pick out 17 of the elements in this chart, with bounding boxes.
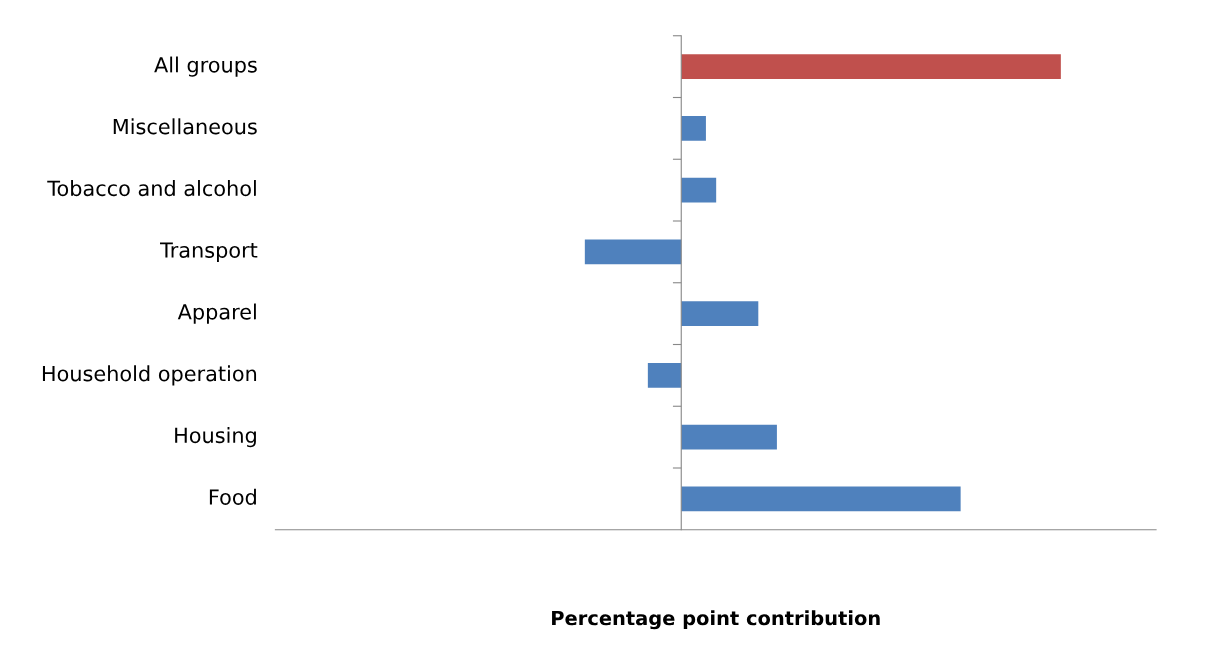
- bar: [681, 486, 961, 512]
- bar: [681, 116, 706, 141]
- y-tick-label: Household operation: [42, 365, 257, 386]
- bar: [681, 424, 777, 450]
- y-tick-label: Transport: [160, 242, 258, 262]
- y-tick-label: Miscellaneous: [113, 118, 257, 135]
- y-tick-label: Housing: [175, 427, 256, 448]
- x-axis-title: Percentage point contribution: [552, 610, 880, 630]
- bar: [681, 177, 717, 203]
- bar: [647, 363, 682, 388]
- y-tick-label: Tobacco and alcohol: [47, 180, 256, 197]
- bar: [681, 54, 1061, 79]
- bar: [584, 239, 682, 265]
- y-tick-label: Apparel: [177, 303, 256, 324]
- y-tick-label: Food: [209, 488, 256, 505]
- y-tick-label: All groups: [154, 56, 257, 77]
- bar: [681, 301, 759, 326]
